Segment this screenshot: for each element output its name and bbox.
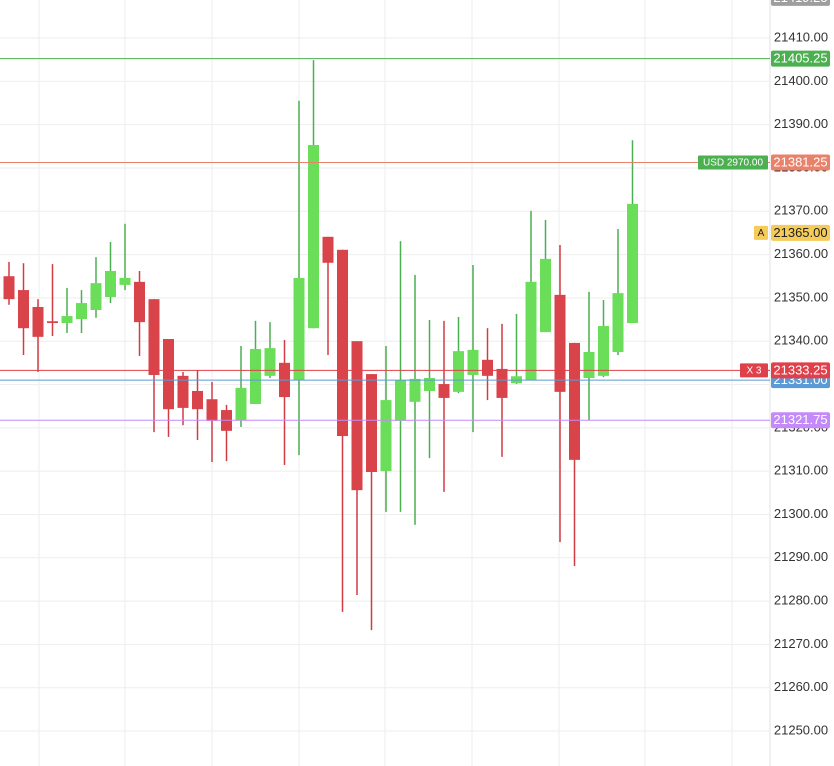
y-tick-label: 21260.00 [774, 679, 828, 694]
candle-body [424, 378, 435, 391]
candle-body [496, 368, 508, 398]
price-label-box [771, 50, 830, 67]
y-tick-label: 21270.00 [774, 636, 828, 651]
candle-body [525, 281, 537, 381]
price-label: 21419.25 [773, 0, 827, 5]
candle-body [366, 374, 377, 472]
candle-body [293, 277, 305, 381]
candle-body [47, 321, 58, 323]
candle-body [482, 359, 493, 376]
candle-body [264, 348, 276, 376]
candle-body [192, 390, 203, 410]
price-label: 21405.25 [773, 51, 827, 66]
candle-body [119, 277, 131, 285]
candle-body [409, 378, 421, 402]
price-label: 21333.25 [773, 362, 827, 377]
candle-body [105, 271, 116, 298]
candle-body [627, 203, 638, 323]
price-label: 21365.00 [773, 225, 827, 240]
price-tag: X 3 [746, 366, 761, 377]
candle-body [148, 299, 160, 375]
price-tag-box [754, 225, 768, 240]
price-tag: USD 2970.00 [703, 158, 763, 169]
candle-body [453, 351, 464, 392]
candle-body [322, 236, 334, 263]
y-tick-label: 21390.00 [774, 116, 828, 131]
candle-body [61, 316, 73, 323]
candle-body [134, 281, 145, 323]
candle-body [3, 276, 15, 300]
candle-body [395, 380, 406, 421]
candle-body [308, 144, 319, 329]
candle-body [337, 249, 348, 437]
candle-body [206, 399, 218, 421]
price-label-box [771, 0, 830, 6]
price-label: 21381.25 [773, 154, 827, 169]
candle-body [76, 303, 87, 320]
y-tick-label: 21250.00 [774, 722, 828, 737]
y-tick-label: 21400.00 [774, 73, 828, 88]
candle-body [583, 352, 595, 379]
y-tick-label: 21370.00 [774, 203, 828, 218]
price-label-box [771, 362, 830, 379]
candle-body [380, 400, 392, 472]
price-label: 21321.75 [773, 412, 827, 427]
price-tag-box [698, 155, 768, 170]
y-tick-label: 21290.00 [774, 549, 828, 564]
price-tag: A [758, 228, 765, 239]
candle-body [540, 258, 551, 333]
y-tick-label: 21280.00 [774, 593, 828, 608]
candle-body [569, 342, 580, 460]
candle-body [90, 283, 102, 311]
candle-body [235, 387, 247, 421]
candle-body [612, 293, 624, 353]
candle-body [554, 294, 566, 392]
y-tick-label: 21360.00 [774, 246, 828, 261]
candle-body [250, 348, 261, 404]
y-tick-label: 21300.00 [774, 506, 828, 521]
y-tick-label: 21350.00 [774, 289, 828, 304]
candle-body [163, 339, 174, 410]
candle-body [351, 341, 363, 491]
candle-body [438, 384, 450, 398]
y-tick-label: 21340.00 [774, 333, 828, 348]
candle-body [467, 349, 479, 375]
price-label-box [771, 412, 830, 429]
y-tick-label: 21310.00 [774, 463, 828, 478]
price-tag-box [740, 363, 768, 378]
candle-body [598, 326, 609, 376]
candle-body [177, 375, 189, 408]
price-label-box [771, 154, 830, 171]
price-label-box [771, 224, 830, 241]
y-tick-label: 21410.00 [774, 29, 828, 44]
candle-body [18, 290, 29, 329]
candle-body [32, 306, 44, 337]
